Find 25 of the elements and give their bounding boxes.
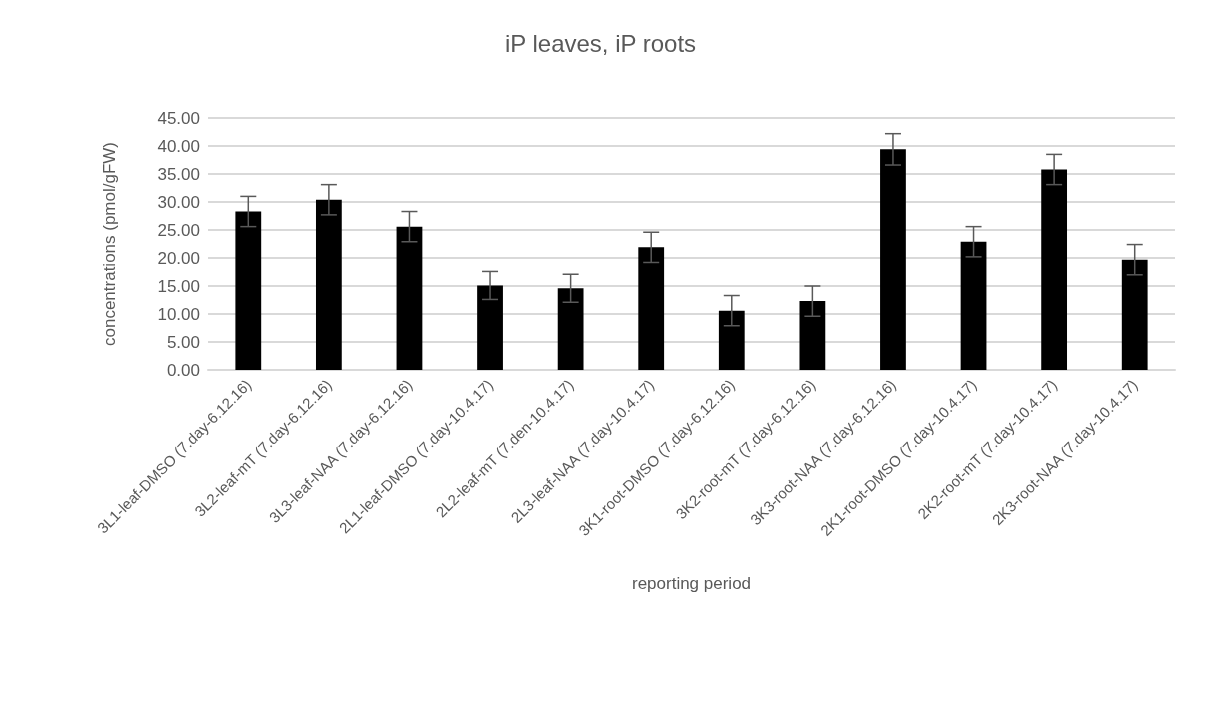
- bar: [960, 241, 987, 370]
- bar: [799, 301, 826, 370]
- y-axis-title: concentrations (pmol/gFW): [100, 141, 119, 347]
- bar: [557, 288, 584, 370]
- bar: [477, 285, 503, 370]
- chart-title: iP leaves, iP roots: [504, 29, 697, 57]
- y-tick-label: 45.00: [157, 108, 200, 128]
- y-tick-label: 5.00: [166, 332, 200, 352]
- bar: [235, 211, 262, 370]
- y-tick-label: 35.00: [157, 164, 200, 184]
- bar: [880, 149, 906, 370]
- bar: [638, 247, 665, 370]
- bar: [1121, 259, 1148, 370]
- y-tick-label: 25.00: [157, 220, 200, 240]
- y-tick-label: 30.00: [157, 192, 200, 212]
- bar: [1041, 169, 1068, 370]
- bar: [315, 199, 342, 370]
- y-tick-label: 15.00: [157, 276, 200, 296]
- bar: [396, 226, 423, 370]
- bar: [718, 310, 745, 370]
- y-tick-label: 10.00: [157, 304, 200, 324]
- y-tick-label: 40.00: [157, 136, 200, 156]
- y-tick-label: 0.00: [166, 360, 200, 380]
- x-axis-title: reporting period: [631, 574, 752, 593]
- y-tick-label: 20.00: [157, 248, 200, 268]
